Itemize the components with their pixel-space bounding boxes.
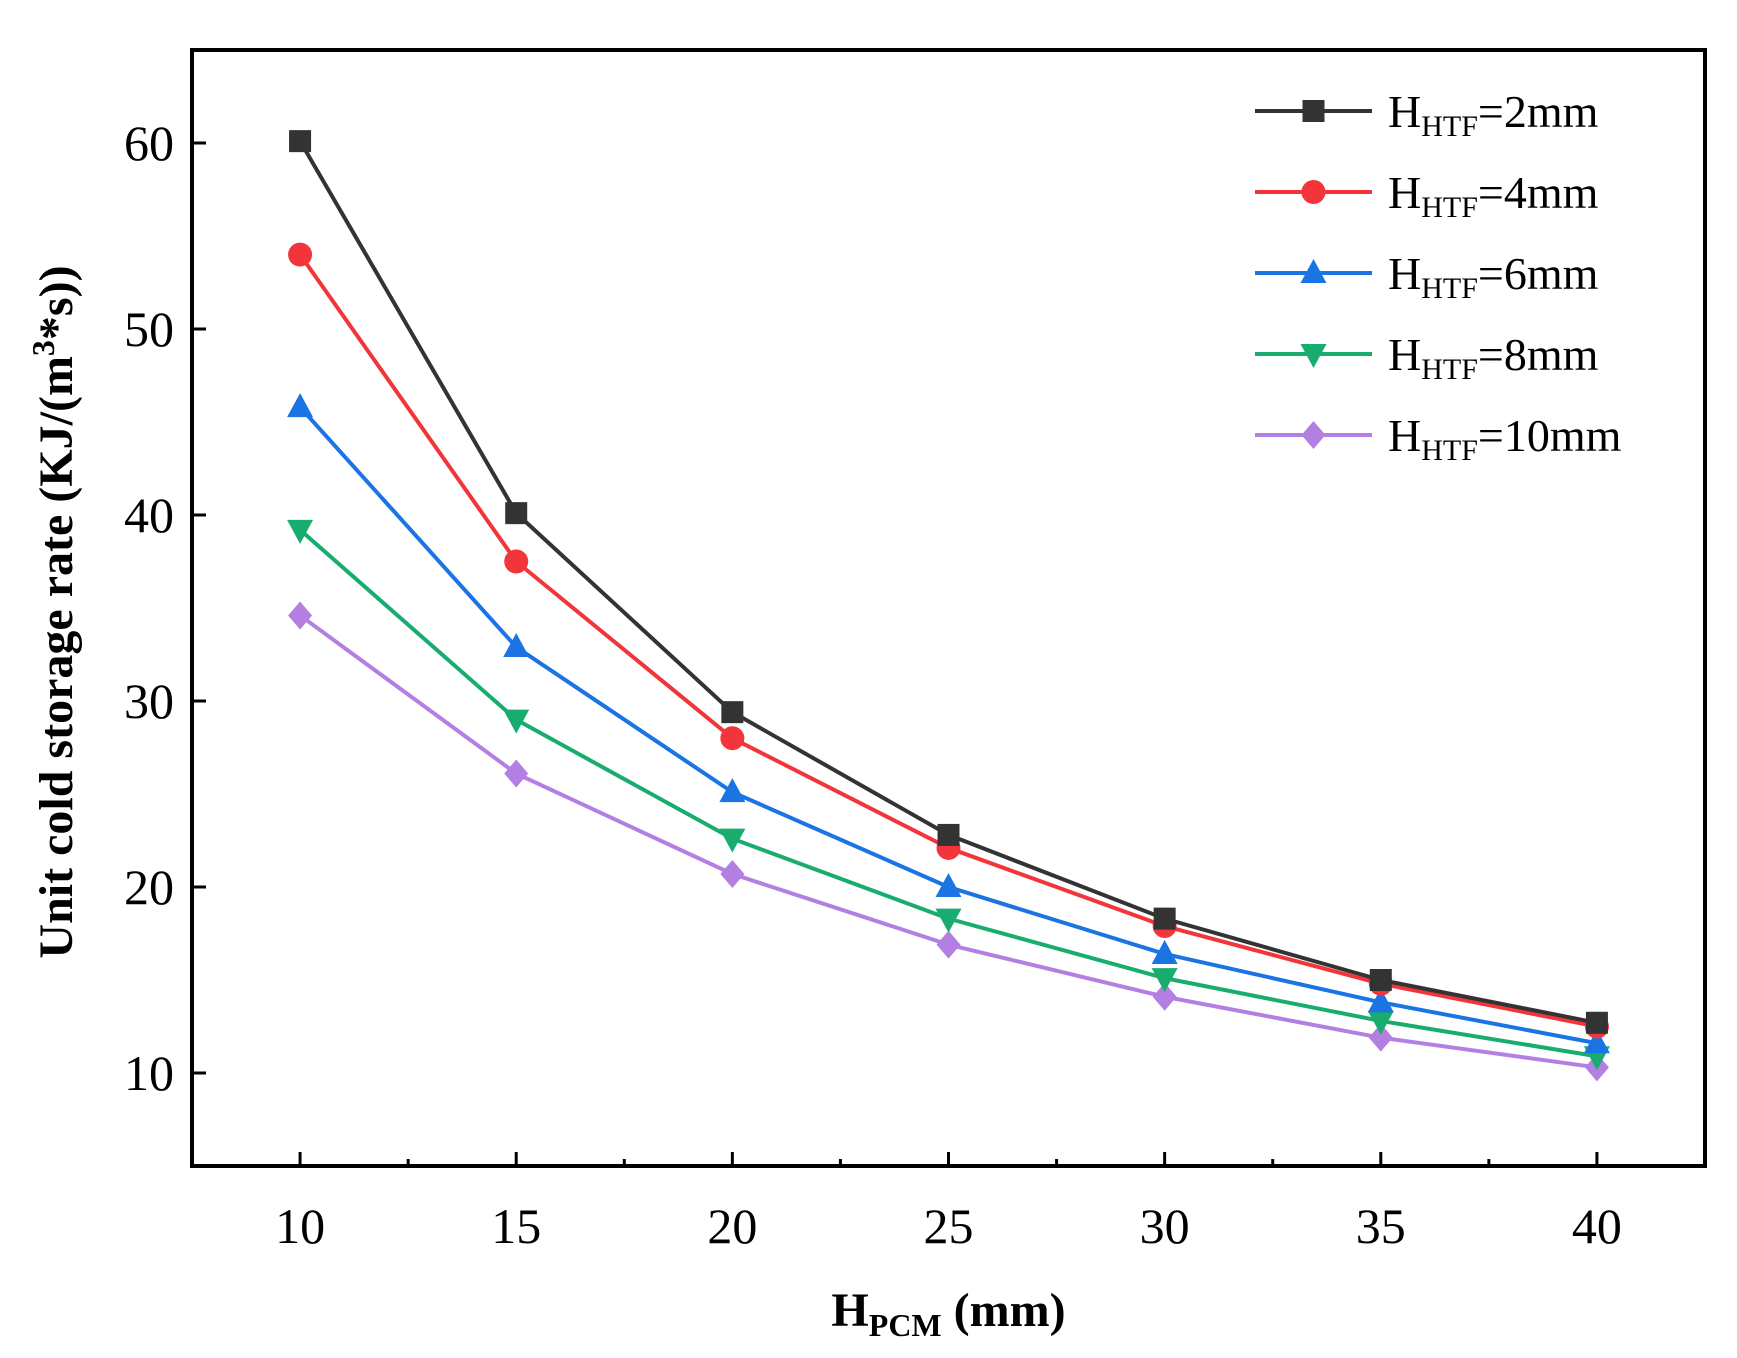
data-point bbox=[937, 823, 960, 846]
legend-marker bbox=[1301, 421, 1326, 449]
axis-ticks: 10 15 20 25 30 35 40 10 20 30 40 50 60 bbox=[124, 115, 1622, 1254]
legend-entry: HHTF=6mm bbox=[1255, 248, 1599, 305]
legend-label: HHTF=4mm bbox=[1388, 167, 1599, 224]
data-point bbox=[1151, 968, 1178, 993]
legend-marker bbox=[1301, 180, 1326, 204]
y-tick-label: 60 bbox=[124, 115, 174, 171]
data-point bbox=[1153, 907, 1176, 930]
y-tick-label: 40 bbox=[124, 487, 174, 543]
data-point bbox=[720, 726, 745, 751]
x-tick-label: 10 bbox=[275, 1198, 325, 1254]
x-axis-title: HPCM (mm) bbox=[831, 1284, 1065, 1343]
data-point bbox=[719, 778, 746, 803]
x-tick-label: 40 bbox=[1572, 1198, 1622, 1254]
legend-label: HHTF=8mm bbox=[1388, 329, 1599, 386]
x-tick-label: 20 bbox=[707, 1198, 757, 1254]
x-tick-label: 30 bbox=[1140, 1198, 1190, 1254]
legend-label: HHTF=2mm bbox=[1388, 86, 1599, 143]
legend-entry: HHTF=2mm bbox=[1255, 86, 1599, 143]
x-tick-label: 35 bbox=[1356, 1198, 1406, 1254]
series-line bbox=[298, 528, 1598, 1059]
legend-entry: HHTF=10mm bbox=[1255, 410, 1622, 467]
data-point bbox=[503, 709, 530, 734]
data-point bbox=[719, 828, 746, 853]
data-point bbox=[504, 759, 529, 788]
y-tick-label: 50 bbox=[124, 301, 174, 357]
legend-label: HHTF=10mm bbox=[1388, 410, 1622, 467]
legend-marker bbox=[1300, 344, 1327, 368]
data-point bbox=[721, 701, 744, 724]
data-point bbox=[1152, 982, 1177, 1011]
data-point bbox=[288, 242, 313, 267]
legend-marker bbox=[1300, 259, 1327, 283]
legend-label: HHTF=6mm bbox=[1388, 248, 1599, 305]
y-tick-label: 20 bbox=[124, 859, 174, 915]
data-point bbox=[1583, 1029, 1610, 1054]
data-point bbox=[289, 130, 312, 153]
data-point bbox=[505, 502, 528, 525]
data-point bbox=[287, 519, 314, 544]
x-tick-label: 25 bbox=[924, 1198, 974, 1254]
data-point bbox=[504, 549, 529, 574]
series-2mm bbox=[289, 130, 1608, 1034]
series-10mm bbox=[288, 601, 1609, 1082]
y-tick-label: 30 bbox=[124, 673, 174, 729]
data-point bbox=[1368, 1023, 1393, 1052]
legend-entry: HHTF=4mm bbox=[1255, 167, 1599, 224]
data-point bbox=[287, 393, 314, 418]
x-tick-label: 15 bbox=[491, 1198, 541, 1254]
y-axis-title: Unit cold storage rate (KJ/(m3*s)) bbox=[25, 265, 83, 958]
legend: HHTF=2mm HHTF=4mm HHTF=6mm HHTF=8mm HHTF=10m… bbox=[1255, 86, 1622, 467]
data-point bbox=[503, 633, 530, 658]
data-point bbox=[1367, 1010, 1394, 1035]
y-tick-label: 10 bbox=[124, 1045, 174, 1101]
data-point bbox=[1369, 969, 1392, 991]
data-point bbox=[1367, 988, 1394, 1013]
data-point bbox=[935, 873, 962, 897]
data-point bbox=[935, 908, 962, 933]
data-point bbox=[936, 930, 961, 959]
data-point bbox=[720, 859, 745, 888]
series-8mm bbox=[287, 519, 1610, 1071]
legend-marker bbox=[1302, 100, 1325, 122]
data-point bbox=[1151, 939, 1178, 964]
data-point bbox=[288, 601, 313, 630]
legend-entry: HHTF=8mm bbox=[1255, 329, 1599, 386]
data-point bbox=[1585, 1011, 1608, 1034]
series-6mm bbox=[287, 393, 1610, 1054]
data-series bbox=[287, 130, 1610, 1082]
